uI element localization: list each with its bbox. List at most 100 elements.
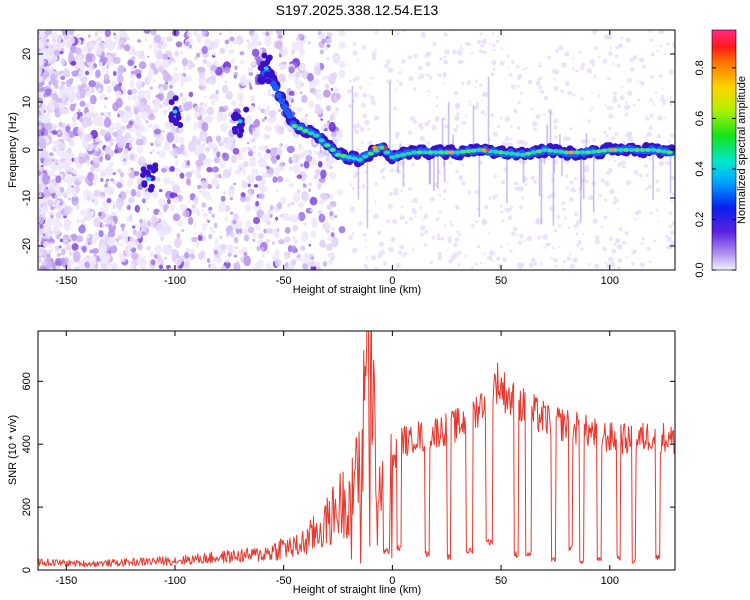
- noise-blob: [605, 134, 609, 138]
- noise-blob: [491, 60, 497, 66]
- noise-blob: [288, 165, 293, 172]
- noise-blob: [514, 186, 520, 191]
- noise-blob: [236, 220, 243, 230]
- noise-blob: [553, 229, 558, 233]
- noise-blob: [227, 252, 232, 257]
- noise-blob: [303, 222, 307, 226]
- noise-blob: [59, 186, 64, 191]
- noise-blob: [158, 264, 164, 270]
- noise-blob: [348, 235, 354, 241]
- noise-blob: [625, 37, 632, 43]
- noise-blob: [443, 82, 446, 85]
- noise-blob: [213, 93, 219, 102]
- noise-blob: [298, 211, 306, 222]
- ridge-core: [541, 148, 548, 152]
- ridge-core: [644, 148, 652, 152]
- noise-blob: [328, 258, 333, 266]
- noise-blob: [56, 234, 61, 240]
- noise-blob: [520, 91, 524, 95]
- noise-blob: [51, 212, 54, 216]
- noise-blob: [220, 243, 227, 251]
- ridge-band: [278, 97, 286, 105]
- noise-blob: [608, 113, 613, 119]
- noise-blob: [293, 91, 298, 95]
- noise-blob: [211, 213, 216, 218]
- noise-blob: [535, 114, 541, 120]
- noise-blob: [98, 230, 104, 238]
- noise-blob: [391, 219, 398, 225]
- noise-blob: [247, 226, 255, 234]
- noise-blob: [203, 102, 208, 108]
- noise-blob: [53, 49, 61, 57]
- noise-blob: [130, 262, 136, 270]
- noise-blob: [669, 230, 675, 236]
- noise-blob: [522, 68, 525, 71]
- noise-blob: [254, 262, 261, 270]
- noise-blob: [150, 142, 154, 146]
- noise-blob: [284, 226, 291, 234]
- x-tick-label: -150: [55, 275, 77, 287]
- noise-blob: [191, 236, 198, 243]
- noise-blob: [81, 245, 87, 253]
- noise-blob: [163, 206, 168, 213]
- noise-blob: [115, 97, 123, 108]
- noise-blob: [47, 182, 56, 194]
- ridge-core: [400, 152, 407, 157]
- noise-blob: [665, 234, 669, 239]
- noise-blob: [355, 130, 360, 135]
- noise-blob: [193, 56, 198, 61]
- noise-blob: [229, 197, 234, 201]
- noise-blob: [567, 226, 571, 230]
- noise-blob: [143, 89, 152, 98]
- noise-blob: [364, 246, 367, 250]
- noise-blob: [38, 161, 42, 167]
- noise-blob: [308, 188, 311, 193]
- noise-blob: [641, 237, 645, 241]
- noise-blob: [73, 103, 77, 107]
- noise-blob: [110, 122, 115, 127]
- noise-blob: [324, 83, 330, 90]
- noise-blob: [454, 205, 460, 210]
- noise-blob: [128, 143, 133, 149]
- noise-blob: [299, 171, 307, 182]
- noise-blob: [71, 121, 77, 128]
- noise-blob: [156, 261, 160, 267]
- noise-blob: [330, 226, 335, 231]
- noise-blob: [254, 118, 260, 127]
- noise-blob: [128, 215, 132, 221]
- noise-blob: [94, 31, 99, 37]
- noise-blob: [313, 174, 319, 180]
- noise-blob: [174, 51, 179, 57]
- noise-blob: [257, 151, 262, 157]
- noise-blob: [298, 47, 305, 57]
- noise-blob: [554, 135, 558, 140]
- noise-blob: [244, 203, 252, 213]
- noise-blob: [420, 126, 424, 130]
- noise-blob: [648, 260, 652, 264]
- noise-blob: [135, 190, 142, 198]
- noise-blob: [117, 74, 124, 84]
- noise-blob: [368, 83, 371, 86]
- noise-blob: [240, 192, 246, 198]
- noise-blob: [213, 60, 219, 66]
- noise-blob: [508, 72, 513, 77]
- noise-blob: [188, 141, 196, 153]
- noise-blob: [454, 237, 460, 243]
- noise-blob: [575, 219, 582, 226]
- noise-blob: [365, 239, 368, 242]
- noise-blob: [516, 140, 521, 145]
- ridge-core: [329, 148, 336, 152]
- noise-blob: [42, 173, 50, 185]
- noise-blob: [193, 202, 198, 206]
- noise-blob: [490, 259, 494, 262]
- noise-blob: [211, 43, 218, 50]
- noise-blob: [187, 199, 191, 204]
- noise-blob: [400, 189, 403, 193]
- noise-blob: [604, 34, 610, 40]
- noise-blob: [44, 122, 53, 131]
- noise-blob: [128, 120, 134, 126]
- noise-blob: [218, 173, 222, 179]
- noise-blob: [278, 238, 285, 245]
- noise-blob: [188, 91, 194, 98]
